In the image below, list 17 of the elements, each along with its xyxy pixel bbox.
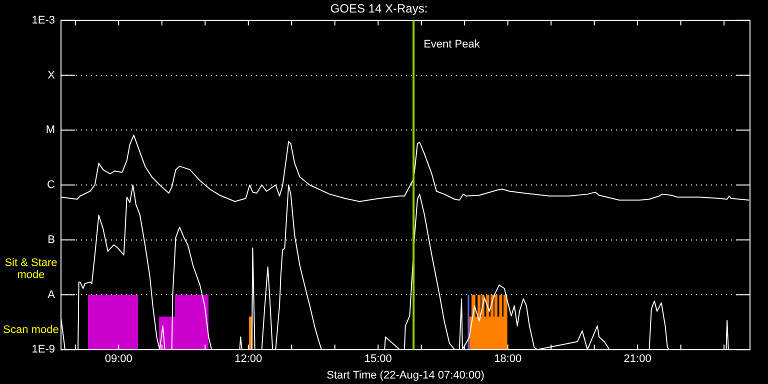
text: Sit & Stare mode (4, 256, 58, 281)
ref-line-label: Event Peak (424, 38, 480, 50)
x-tick-label: 18:00 (494, 353, 522, 366)
y-tick-label: M (46, 124, 55, 136)
x-tick-label: 21:00 (624, 353, 652, 366)
y-tick-label: 1E-3 (32, 14, 55, 26)
chart-title: GOES 14 X-Rays: (330, 2, 428, 16)
y-tick-label: C (47, 179, 56, 192)
x-tick-label: 15:00 (364, 353, 392, 366)
x-tick-label: 12:00 (234, 353, 262, 366)
y-tick-label: 1E-9 (32, 344, 55, 356)
text: Scan mode (3, 324, 59, 336)
y-tick-label: A (48, 288, 56, 301)
x-tick-label: 09:00 (104, 353, 132, 366)
y-tick-label: B (48, 234, 55, 246)
x-axis-title: Start Time (22-Aug-14 07:40:00) (326, 369, 484, 382)
y-tick-label: X (48, 69, 56, 82)
